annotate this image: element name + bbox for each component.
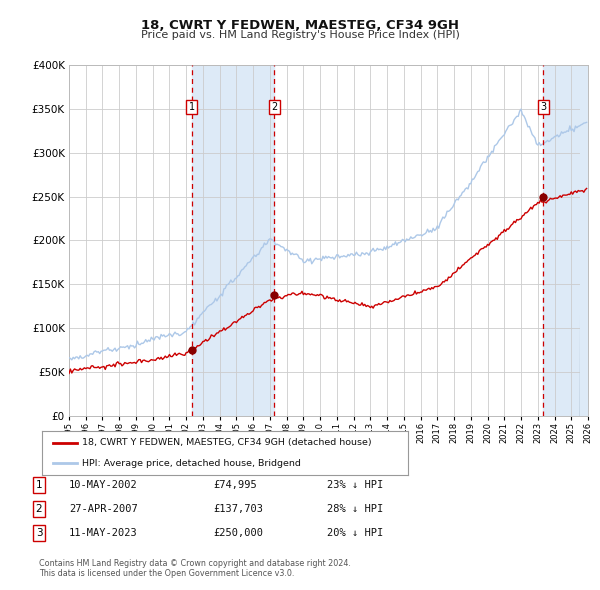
Text: This data is licensed under the Open Government Licence v3.0.: This data is licensed under the Open Gov…	[39, 569, 295, 578]
Text: 10-MAY-2002: 10-MAY-2002	[69, 480, 138, 490]
Text: 28% ↓ HPI: 28% ↓ HPI	[327, 504, 383, 514]
Text: 1: 1	[35, 480, 43, 490]
Text: 27-APR-2007: 27-APR-2007	[69, 504, 138, 514]
Text: 2: 2	[271, 102, 277, 112]
Bar	[544, 65, 580, 416]
FancyBboxPatch shape	[580, 65, 588, 416]
Text: £250,000: £250,000	[213, 529, 263, 538]
Text: 18, CWRT Y FEDWEN, MAESTEG, CF34 9GH (detached house): 18, CWRT Y FEDWEN, MAESTEG, CF34 9GH (de…	[82, 438, 372, 447]
Text: 11-MAY-2023: 11-MAY-2023	[69, 529, 138, 538]
Text: Contains HM Land Registry data © Crown copyright and database right 2024.: Contains HM Land Registry data © Crown c…	[39, 559, 351, 568]
Text: 1: 1	[189, 102, 195, 112]
Text: £137,703: £137,703	[213, 504, 263, 514]
Text: 3: 3	[540, 102, 547, 112]
Text: HPI: Average price, detached house, Bridgend: HPI: Average price, detached house, Brid…	[82, 458, 301, 467]
Text: 20% ↓ HPI: 20% ↓ HPI	[327, 529, 383, 538]
Bar	[580, 65, 588, 416]
Text: 2: 2	[35, 504, 43, 514]
Text: 3: 3	[35, 529, 43, 538]
Text: Price paid vs. HM Land Registry's House Price Index (HPI): Price paid vs. HM Land Registry's House …	[140, 30, 460, 40]
Text: 23% ↓ HPI: 23% ↓ HPI	[327, 480, 383, 490]
Bar	[192, 65, 274, 416]
Text: £74,995: £74,995	[213, 480, 257, 490]
Text: 18, CWRT Y FEDWEN, MAESTEG, CF34 9GH: 18, CWRT Y FEDWEN, MAESTEG, CF34 9GH	[141, 19, 459, 32]
